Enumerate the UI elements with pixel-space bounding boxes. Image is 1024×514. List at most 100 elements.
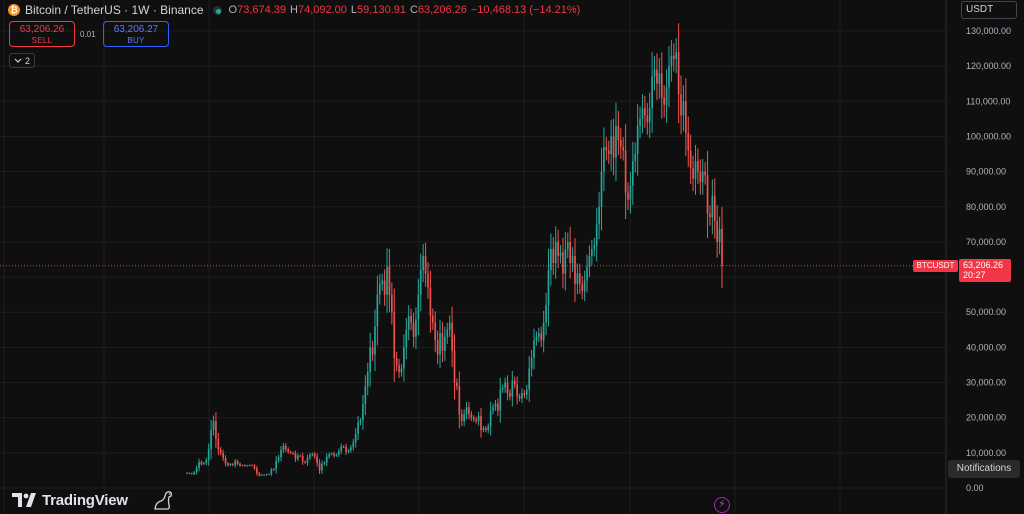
candle-body <box>456 382 458 387</box>
close-value: 63,206.26 <box>417 4 467 16</box>
candle-body <box>212 421 215 430</box>
candle-body <box>390 294 393 313</box>
candle-body <box>716 220 719 242</box>
candle-body <box>588 255 591 267</box>
chart-grid <box>0 0 946 514</box>
candle-body <box>564 248 567 274</box>
candle-body <box>559 252 562 256</box>
candle-body <box>453 350 456 383</box>
candles <box>186 23 723 477</box>
candle-body <box>627 192 629 200</box>
candle-body <box>699 171 702 183</box>
y-tick-label: 10,000.00 <box>966 448 1006 458</box>
candle-body <box>701 171 704 183</box>
candle-body <box>323 462 326 465</box>
candle-body <box>362 404 364 421</box>
buy-button[interactable]: 63,206.27 BUY <box>103 21 169 47</box>
candle-body <box>309 454 311 458</box>
symbol-header: ₿ Bitcoin / TetherUS · 1W · Binance O73,… <box>8 3 580 17</box>
open-value: 73,674.39 <box>237 4 287 16</box>
candle-body <box>472 417 475 420</box>
indicators-count: 2 <box>24 55 30 66</box>
candle-body <box>195 467 198 473</box>
notifications-button[interactable]: Notifications <box>948 460 1020 478</box>
candle-body <box>289 451 292 453</box>
close-key: C <box>409 4 418 16</box>
candle-body <box>697 161 699 172</box>
candle-body <box>533 340 535 358</box>
candle-body <box>337 451 340 455</box>
candle-body <box>263 474 265 476</box>
candle-body <box>484 428 487 430</box>
change-value: −10,468.13 (−14.21%) <box>470 4 581 16</box>
candle-body <box>246 465 249 467</box>
candle-body <box>591 248 593 256</box>
candle-body <box>256 468 258 474</box>
market-status-icon[interactable] <box>211 4 223 16</box>
candle-body <box>217 438 220 450</box>
candle-body <box>607 150 610 155</box>
candle-body <box>434 322 437 341</box>
y-tick-label: 70,000.00 <box>966 237 1006 247</box>
candle-body <box>615 125 617 158</box>
candle-body <box>689 150 692 169</box>
candle-body <box>378 284 381 295</box>
candle-body <box>369 347 371 372</box>
candle-body <box>511 380 514 397</box>
tradingview-logo[interactable]: TradingView <box>12 490 128 510</box>
candle-body <box>198 461 200 468</box>
candle-body <box>203 463 205 465</box>
sell-button[interactable]: 63,206.26 SELL <box>9 21 75 47</box>
y-tick-label: 0.00 <box>966 483 984 493</box>
candle-body <box>672 55 675 60</box>
candle-body <box>328 454 331 457</box>
candle-body <box>641 108 644 119</box>
candle-body <box>586 266 588 281</box>
candle-body <box>581 284 584 292</box>
candle-body <box>668 66 670 88</box>
candle-body <box>603 147 605 172</box>
high-value: 74,092.00 <box>297 4 347 16</box>
candle-body <box>692 168 694 179</box>
bitcoin-icon: ₿ <box>8 4 20 16</box>
candle-body <box>282 445 285 451</box>
candle-body <box>475 419 478 422</box>
candle-body <box>318 463 321 471</box>
candle-body <box>617 125 620 140</box>
candle-body <box>386 266 388 295</box>
symbol-price-tag: BTCUSDT <box>913 260 958 272</box>
candle-body <box>482 428 485 430</box>
candle-body <box>350 447 352 451</box>
candle-body <box>487 426 490 430</box>
candle-body <box>460 414 463 422</box>
indicators-toggle-button[interactable]: 2 <box>9 53 35 68</box>
candle-body <box>506 382 509 394</box>
candle-body <box>207 449 210 460</box>
candle-body <box>706 175 709 214</box>
currency-select[interactable]: USDT <box>961 1 1017 19</box>
symbol-title[interactable]: Bitcoin / TetherUS · 1W · Binance <box>25 3 204 17</box>
candle-body <box>605 147 608 151</box>
candle-body <box>321 464 323 471</box>
candle-body <box>675 52 678 60</box>
y-tick-label: 90,000.00 <box>966 167 1006 177</box>
candle-body <box>297 455 299 459</box>
candle-body <box>359 420 362 423</box>
candle-body <box>400 368 403 372</box>
buy-price: 63,206.27 <box>113 24 159 35</box>
candle-body <box>651 76 653 109</box>
candle-body <box>518 396 521 399</box>
candle-body <box>260 474 263 476</box>
candle-body <box>424 255 427 274</box>
lightning-icon[interactable]: ⚡ <box>714 497 730 513</box>
candle-body <box>403 347 405 369</box>
spread-value: 0.01 <box>80 30 96 39</box>
candle-body <box>415 319 417 337</box>
candle-body <box>571 255 574 264</box>
candle-body <box>622 147 625 151</box>
candle-body <box>395 357 398 365</box>
candle-body <box>436 340 439 355</box>
dinosaur-icon[interactable] <box>152 488 176 512</box>
sell-label: SELL <box>31 36 53 45</box>
